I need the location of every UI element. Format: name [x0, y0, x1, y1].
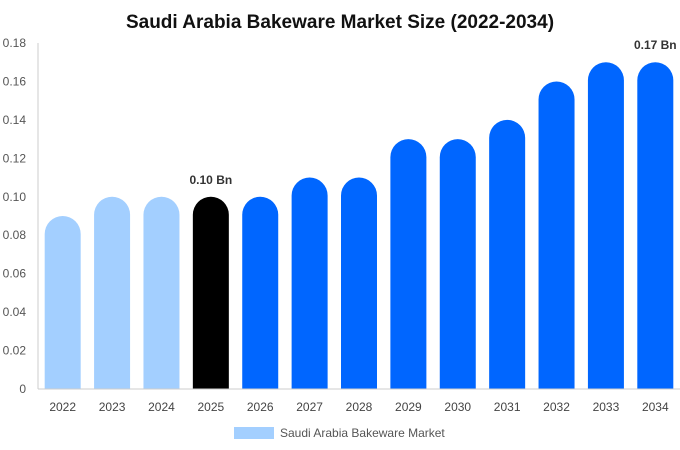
y-axis: 0 0.02 0.04 0.06 0.08 0.10 0.12 0.14 0.16 0.18	[3, 36, 39, 396]
bar-2025[interactable]	[192, 196, 229, 389]
bar-2027[interactable]	[291, 177, 328, 389]
bar-2032[interactable]	[538, 81, 575, 389]
legend-label: Saudi Arabia Bakeware Market	[280, 426, 445, 440]
bar-2029[interactable]	[390, 139, 427, 389]
x-tick-label: 2025	[197, 400, 224, 414]
bar-2030[interactable]	[439, 139, 476, 389]
x-axis: 2022 2023 2024 2025 2026 2027 2028 2029 2030 2031…	[38, 388, 680, 414]
data-label: 0.17 Bn	[634, 38, 677, 52]
x-tick-label: 2031	[494, 400, 521, 414]
x-tick-label: 2024	[148, 400, 175, 414]
bar-2034[interactable]	[637, 62, 674, 389]
chart-title: Saudi Arabia Bakeware Market Size (2022-…	[126, 12, 554, 33]
bar-2031[interactable]	[489, 119, 526, 390]
y-tick-label: 0.16	[3, 74, 27, 88]
bar-2026[interactable]	[242, 196, 279, 389]
y-tick-label: 0.04	[3, 305, 27, 319]
x-tick-label: 2033	[593, 400, 620, 414]
y-tick-label: 0.08	[3, 228, 27, 242]
bars-group	[44, 62, 674, 390]
x-tick-label: 2034	[642, 400, 669, 414]
data-labels-group: 0.10 Bn 0.17 Bn	[190, 38, 677, 187]
y-tick-label: 0.12	[3, 151, 27, 165]
data-label: 0.10 Bn	[190, 173, 233, 187]
y-tick-label: 0.06	[3, 267, 27, 281]
legend[interactable]: Saudi Arabia Bakeware Market	[234, 426, 445, 440]
bar-2022[interactable]	[44, 216, 81, 389]
x-tick-label: 2032	[543, 400, 570, 414]
y-tick-label: 0.10	[3, 190, 27, 204]
x-tick-label: 2030	[444, 400, 471, 414]
y-tick-label: 0.14	[3, 113, 27, 127]
bar-2024[interactable]	[143, 196, 180, 389]
legend-swatch	[234, 427, 274, 439]
y-tick-label: 0.02	[3, 344, 27, 358]
bar-2033[interactable]	[587, 62, 624, 389]
x-tick-label: 2028	[346, 400, 373, 414]
bar-2028[interactable]	[341, 177, 377, 389]
x-tick-label: 2029	[395, 400, 422, 414]
x-tick-label: 2027	[296, 400, 323, 414]
bar-2023[interactable]	[94, 196, 131, 389]
y-tick-label: 0.18	[3, 36, 27, 50]
x-tick-label: 2023	[99, 400, 126, 414]
x-tick-label: 2022	[49, 400, 76, 414]
y-tick-label: 0	[19, 382, 26, 396]
x-tick-label: 2026	[247, 400, 274, 414]
